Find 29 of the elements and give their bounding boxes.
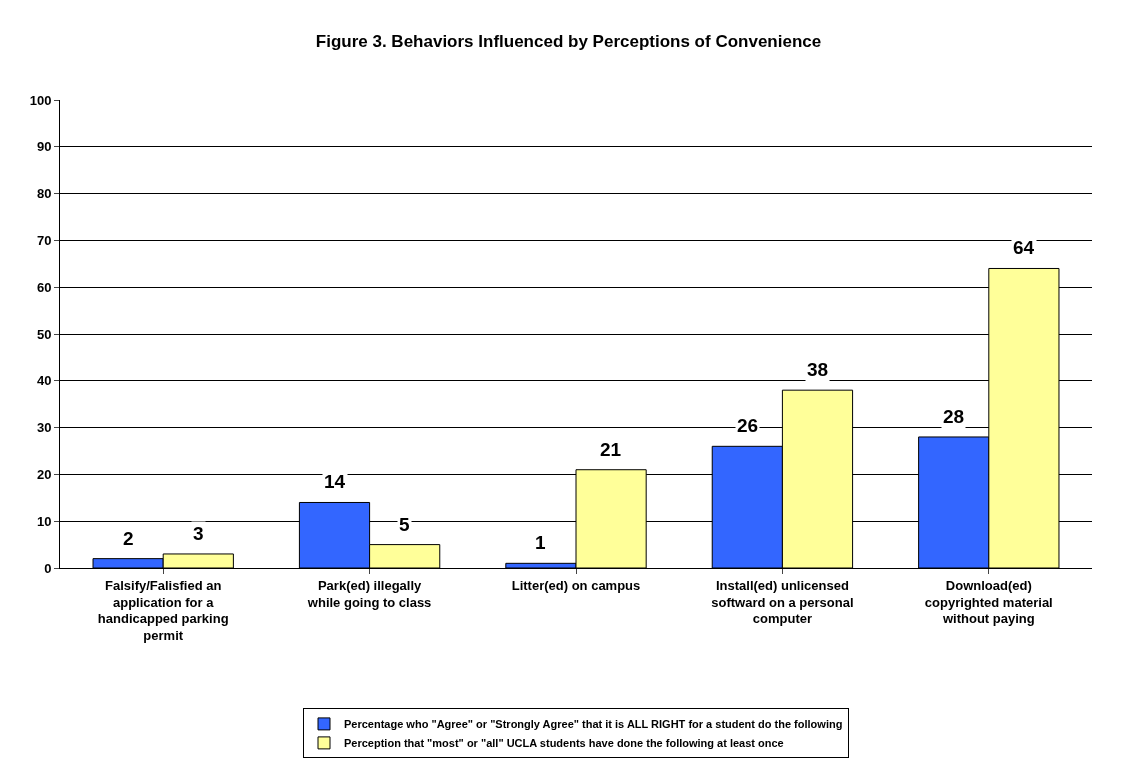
- x-tick-label: Download(ed) copyrighted material without paying: [924, 577, 1053, 627]
- data-label: 21: [600, 439, 622, 460]
- chart-title: Figure 3. Behaviors Influenced by Perceptions of Convenience: [315, 31, 822, 51]
- data-label: 28: [943, 406, 965, 427]
- legend-label: Perception that "most" or "all" UCLA students have done the following at least once: [344, 737, 784, 750]
- y-tick-label: 50: [36, 326, 52, 342]
- y-tick-label: 60: [36, 279, 52, 295]
- data-label: 3: [193, 523, 204, 544]
- y-tick-label: 40: [36, 373, 52, 389]
- y-tick-label: 10: [36, 513, 52, 529]
- y-tick-label: 30: [36, 420, 52, 436]
- data-label: 38: [807, 359, 829, 380]
- y-tick-label: 70: [36, 232, 52, 248]
- data-label: 26: [737, 415, 759, 436]
- data-label: 2: [123, 528, 134, 549]
- data-label: 64: [1013, 237, 1035, 258]
- x-tick-label: Install(ed) unlicensed softward on a personal computer: [711, 577, 854, 627]
- x-tick-label: Falsify/Falisfied an application for a handicapped parking permit: [97, 577, 229, 644]
- y-tick-label: 80: [36, 186, 52, 202]
- data-label: 14: [324, 471, 346, 492]
- data-label: 1: [535, 532, 546, 553]
- y-tick-label: 90: [36, 139, 52, 155]
- y-tick-label: 0: [44, 560, 52, 576]
- x-tick-label: Litter(ed) on campus: [511, 577, 641, 593]
- y-tick-label: 20: [36, 466, 52, 482]
- y-tick-label: 100: [29, 92, 52, 108]
- data-label: 5: [399, 514, 410, 535]
- legend-label: Percentage who "Agree" or "Strongly Agree" that it is ALL RIGHT for a student do the following: [344, 718, 843, 731]
- x-tick-label: Park(ed) illegally while going to class: [306, 577, 432, 610]
